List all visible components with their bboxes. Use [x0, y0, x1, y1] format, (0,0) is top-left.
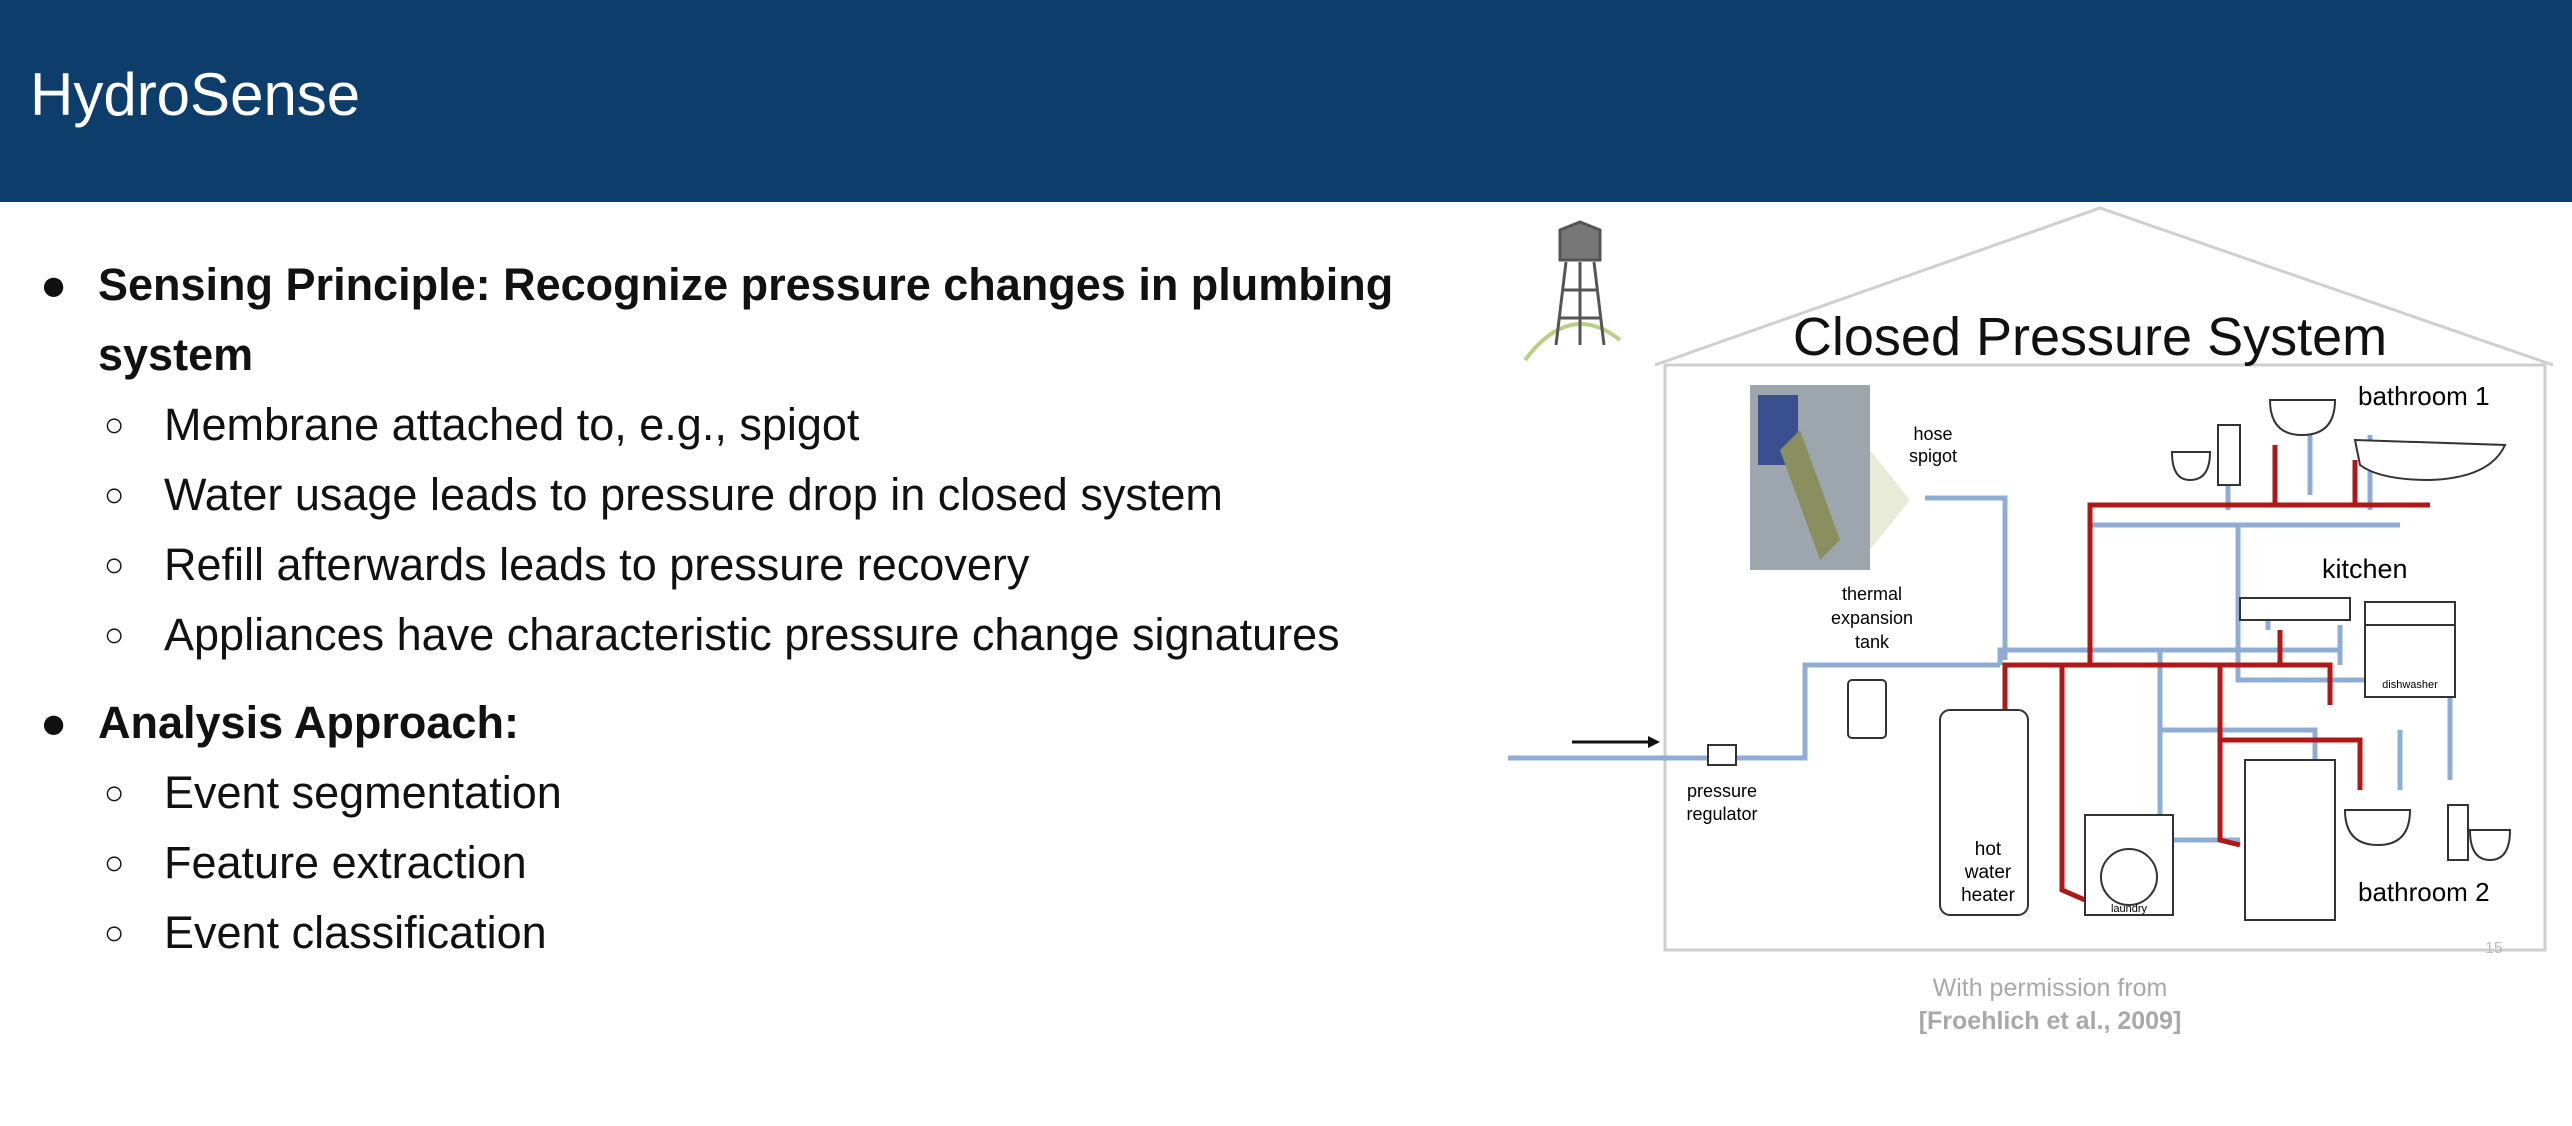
label-pressure: pressure	[1687, 781, 1757, 801]
subbullet: ○ Appliances have characteristic pressure…	[40, 600, 1460, 670]
bullet-text: Sensing Principle: Recognize pressure ch…	[98, 259, 1394, 380]
label-spigot: spigot	[1909, 446, 1957, 466]
circle-bullet-icon: ○	[104, 406, 125, 444]
label-water: water	[1964, 862, 2012, 883]
arrow-icon	[1572, 736, 1660, 748]
label-hose: hose	[1913, 424, 1952, 444]
subbullet-text: Feature extraction	[164, 837, 527, 888]
bathroom2-fixtures	[2343, 804, 2512, 862]
subbullet-text: Appliances have characteristic pressure …	[164, 609, 1340, 660]
hill-line	[1523, 322, 1622, 362]
label-hot: hot	[1975, 839, 2002, 860]
credit-line: With permission from	[1932, 974, 2168, 1002]
label-expansion: expansion	[1831, 608, 1913, 628]
label-dishwasher: dishwasher	[2382, 679, 2438, 691]
bathroom1-fixtures	[2170, 399, 2507, 486]
subbullet-text: Event classification	[164, 907, 547, 958]
bullet-analysis-approach: ● Analysis Approach:	[40, 688, 1460, 758]
subbullet: ○ Refill afterwards leads to pressure rec…	[40, 530, 1460, 600]
label-tank: tank	[1855, 632, 1890, 652]
subbullet-text: Water usage leads to pressure drop in cl…	[164, 469, 1223, 520]
water-heater-icon	[1939, 709, 2029, 916]
circle-bullet-icon: ○	[104, 616, 125, 654]
label-thermal: thermal	[1842, 584, 1902, 604]
citation: [Froehlich et al., 2009]	[1918, 1007, 2182, 1035]
label-laundry: laundry	[2111, 903, 2148, 915]
title-bar: HydroSense	[0, 0, 2572, 202]
subbullet: ○ Water usage leads to pressure drop in c…	[40, 460, 1460, 530]
subbullet: ○ Feature extraction	[40, 828, 1460, 898]
subbullet-text: Refill afterwards leads to pressure reco…	[164, 539, 1030, 590]
circle-bullet-icon: ○	[104, 844, 125, 882]
subbullet: ○ Membrane attached to, e.g., spigot	[40, 390, 1460, 460]
washing-machine-icon	[2084, 814, 2174, 916]
spigot-photo	[1750, 385, 1910, 570]
bullet-dot-icon: ●	[40, 259, 68, 310]
subbullet: ○ Event segmentation	[40, 758, 1460, 828]
subbullet-text: Event segmentation	[164, 767, 562, 818]
slide-title: HydroSense	[30, 61, 361, 128]
house-outline	[1654, 206, 2554, 952]
circle-bullet-icon: ○	[104, 546, 125, 584]
plumbing-diagram: Closed Pressure System hose spigot therm…	[1508, 206, 2554, 952]
dishwasher-icon	[2364, 601, 2456, 698]
circle-bullet-icon: ○	[104, 914, 125, 952]
water-tower-icon	[1554, 220, 1606, 346]
bullet-text: Analysis Approach:	[98, 697, 519, 748]
circle-bullet-icon: ○	[104, 774, 125, 812]
bullet-dot-icon: ●	[40, 697, 68, 748]
label-bathroom2: bathroom 2	[2358, 877, 2490, 907]
subbullet: ○ Event classification	[40, 898, 1460, 968]
subbullet-text: Membrane attached to, e.g., spigot	[164, 399, 860, 450]
hot-pipes	[2002, 445, 2430, 903]
expansion-tank-icon	[1847, 679, 1887, 739]
door-icon	[2244, 759, 2336, 921]
circle-bullet-icon: ○	[104, 476, 125, 514]
page-number: 15	[2485, 940, 2503, 957]
bullet-sensing-principle: ● Sensing Principle: Recognize pressure …	[40, 250, 1460, 390]
pressure-regulator-icon	[1707, 744, 1737, 766]
label-kitchen: kitchen	[2322, 554, 2408, 584]
kitchen-sink-icon	[2239, 597, 2351, 621]
label-heater: heater	[1961, 885, 2016, 906]
label-regulator: regulator	[1686, 804, 1757, 824]
diagram-title: Closed Pressure System	[1793, 307, 2387, 367]
label-bathroom1: bathroom 1	[2358, 381, 2490, 411]
image-credit: With permission from [Froehlich et al., …	[1800, 972, 2300, 1038]
bullet-list: ● Sensing Principle: Recognize pressure …	[40, 250, 1460, 968]
